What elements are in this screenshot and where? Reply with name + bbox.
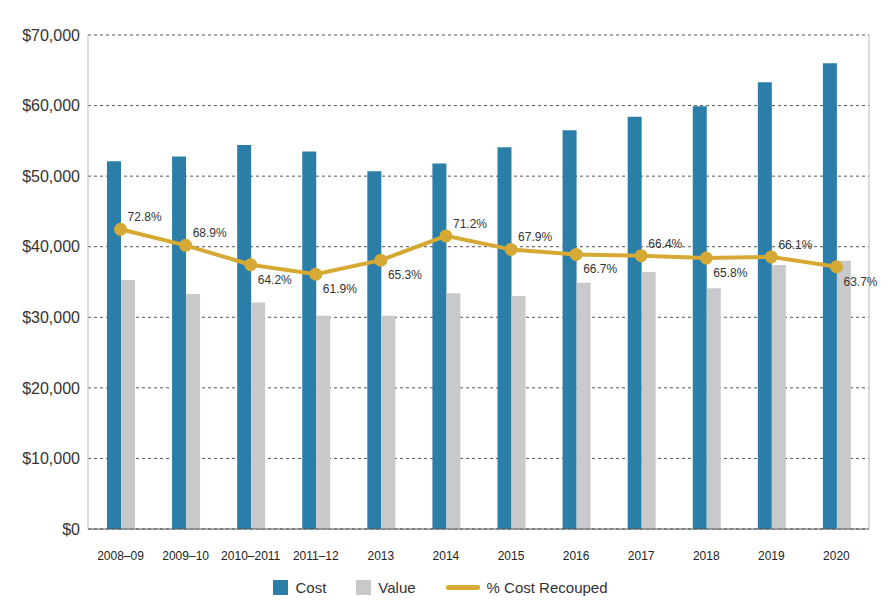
svg-text:$50,000: $50,000 [22, 168, 80, 185]
svg-text:2020: 2020 [823, 549, 850, 563]
svg-text:2018: 2018 [693, 549, 720, 563]
svg-text:65.8%: 65.8% [713, 266, 747, 280]
svg-text:63.7%: 63.7% [843, 275, 877, 289]
svg-text:61.9%: 61.9% [323, 282, 357, 296]
svg-text:2016: 2016 [563, 549, 590, 563]
svg-text:72.8%: 72.8% [128, 210, 162, 224]
svg-text:$0: $0 [62, 521, 80, 538]
svg-text:2017: 2017 [628, 549, 655, 563]
svg-text:66.4%: 66.4% [648, 237, 682, 251]
svg-text:$70,000: $70,000 [22, 27, 80, 44]
svg-text:$10,000: $10,000 [22, 450, 80, 467]
svg-text:2011–12: 2011–12 [293, 549, 339, 563]
svg-text:68.9%: 68.9% [193, 226, 227, 240]
svg-text:2013: 2013 [368, 549, 395, 563]
svg-text:2008–09: 2008–09 [97, 549, 144, 563]
svg-text:$30,000: $30,000 [22, 309, 80, 326]
svg-text:65.3%: 65.3% [388, 268, 422, 282]
svg-text:2014: 2014 [433, 549, 460, 563]
svg-text:$60,000: $60,000 [22, 97, 80, 114]
svg-text:64.2%: 64.2% [258, 273, 292, 287]
svg-text:66.1%: 66.1% [778, 238, 812, 252]
svg-text:66.7%: 66.7% [583, 262, 617, 276]
svg-text:$20,000: $20,000 [22, 380, 80, 397]
svg-text:2019: 2019 [758, 549, 785, 563]
svg-text:67.9%: 67.9% [518, 230, 552, 244]
svg-text:$40,000: $40,000 [22, 238, 80, 255]
svg-text:2015: 2015 [498, 549, 525, 563]
svg-text:2009–10: 2009–10 [162, 549, 209, 563]
svg-text:2010–2011: 2010–2011 [221, 549, 281, 563]
html-text:Value: Value [378, 579, 416, 596]
html-text:Cost: Cost [295, 579, 327, 596]
html-text:% Cost Recouped: % Cost Recouped [486, 579, 608, 596]
svg-text:71.2%: 71.2% [453, 217, 487, 231]
